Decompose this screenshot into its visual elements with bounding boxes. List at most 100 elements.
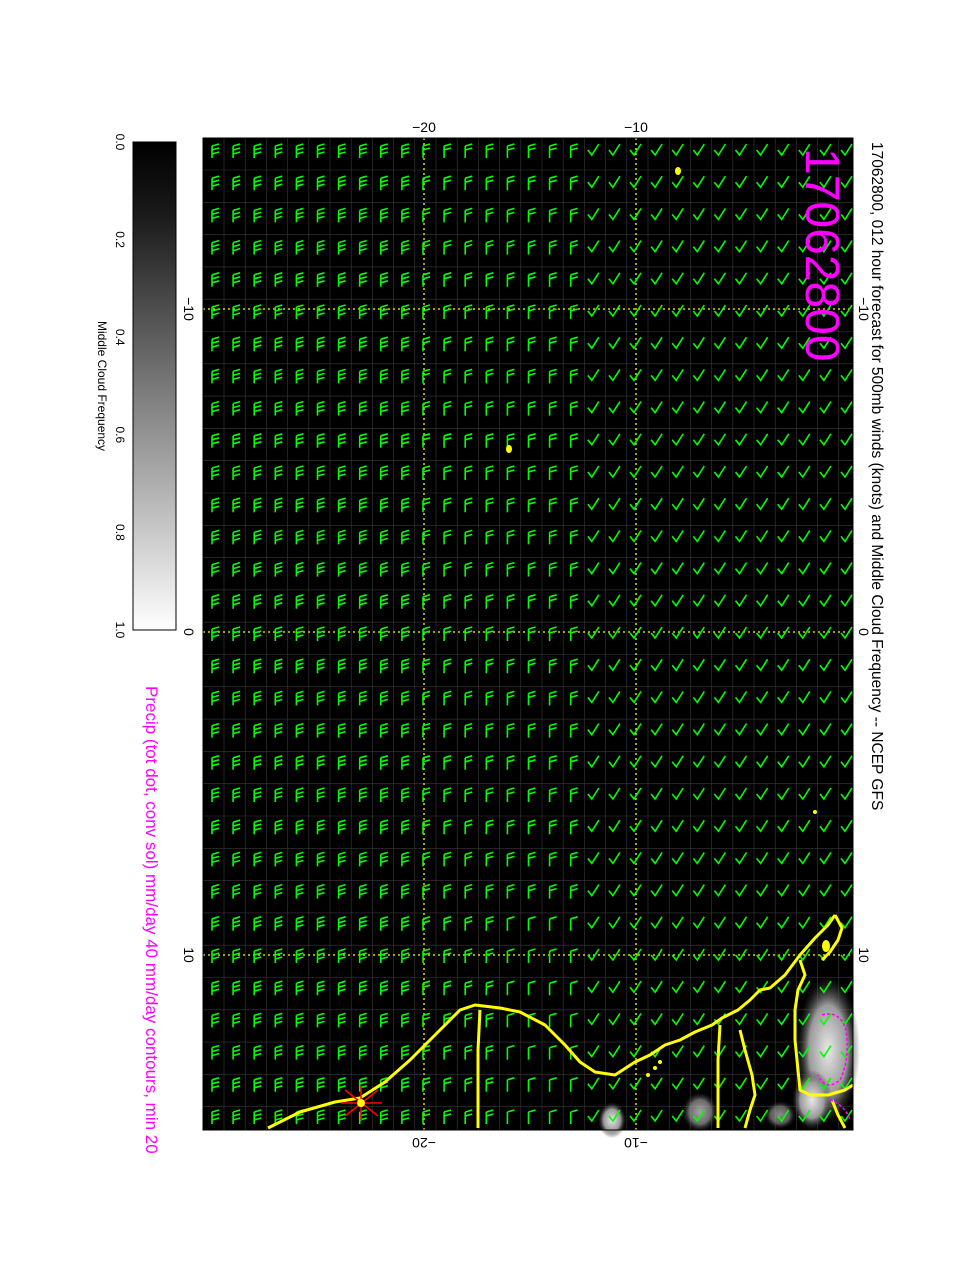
wind-barb	[358, 368, 367, 384]
wind-barb	[527, 980, 536, 996]
wind-barb	[527, 272, 536, 287]
wind-barb	[798, 143, 811, 157]
wind-barb	[608, 401, 621, 414]
wind-barb	[548, 819, 557, 835]
wind-barb	[211, 690, 220, 706]
wind-barb	[734, 497, 748, 511]
wind-barb	[671, 336, 684, 350]
wind-barb	[569, 239, 578, 255]
wind-barb	[316, 497, 325, 513]
wind-barb	[422, 819, 431, 835]
wind-barb	[506, 336, 515, 352]
wind-barbs	[211, 143, 853, 1124]
wind-barb	[548, 916, 557, 931]
wind-barb	[211, 239, 220, 255]
wind-barb	[443, 594, 452, 609]
wind-barb	[569, 400, 578, 416]
wind-barb	[777, 819, 790, 833]
wind-barb	[232, 1077, 241, 1092]
wind-barb	[798, 207, 811, 221]
wind-barb	[464, 916, 473, 931]
wind-barb	[755, 336, 769, 350]
wind-barb	[337, 594, 346, 609]
wind-barb	[232, 143, 241, 158]
wind-barb	[253, 207, 262, 223]
wind-barb	[671, 819, 684, 833]
wind-barb	[337, 529, 346, 545]
wind-barb	[401, 400, 410, 416]
wind-barb	[274, 497, 283, 513]
wind-barb	[798, 433, 811, 447]
wind-barb	[840, 787, 853, 801]
wind-barb	[232, 400, 241, 416]
wind-barb	[316, 272, 325, 287]
wind-barb	[443, 336, 452, 352]
wind-barb	[401, 497, 410, 513]
wind-barb	[253, 755, 262, 770]
wind-barb	[587, 368, 600, 382]
wind-barb	[274, 529, 283, 545]
wind-barb	[777, 916, 790, 930]
wind-barb	[316, 1077, 325, 1092]
wind-barb	[464, 626, 473, 641]
wind-barb	[650, 884, 663, 897]
wind-barb	[692, 851, 705, 865]
wind-barb	[485, 239, 494, 255]
wind-barb	[232, 690, 241, 706]
wind-barb	[650, 401, 663, 414]
wind-barb	[274, 1077, 283, 1092]
wind-barb	[316, 529, 325, 545]
wind-barb	[840, 916, 853, 930]
wind-barb	[485, 787, 494, 802]
wind-barb	[443, 143, 452, 158]
wind-barb	[819, 497, 832, 511]
wind-barb	[650, 336, 663, 350]
wind-barb	[629, 819, 642, 833]
wind-barb	[569, 336, 578, 352]
wind-barb	[380, 883, 389, 899]
wind-barb	[629, 851, 642, 865]
wind-barb	[650, 851, 663, 865]
wind-barb	[485, 1044, 494, 1060]
wind-barb	[337, 658, 346, 674]
wind-barb	[629, 626, 642, 640]
wind-barb	[274, 916, 283, 931]
wind-barb	[671, 1045, 684, 1058]
wind-barb	[734, 336, 748, 350]
wind-barb	[608, 1045, 621, 1058]
wind-barb	[713, 851, 727, 865]
wind-barb	[671, 1109, 684, 1123]
wind-barb	[629, 401, 642, 414]
wind-barb	[671, 980, 684, 994]
wind-barb	[443, 755, 452, 770]
wind-barb	[337, 980, 346, 996]
wind-barb	[840, 368, 853, 382]
wind-barb	[401, 626, 410, 641]
wind-barb	[232, 529, 241, 545]
wind-barb	[608, 207, 621, 221]
wind-barb	[608, 175, 621, 189]
wind-barb	[587, 240, 600, 253]
wind-barb	[755, 240, 769, 253]
wind-barb	[464, 1044, 473, 1060]
top-axis: −20 −10	[412, 119, 648, 135]
wind-barb	[274, 594, 283, 609]
wind-barb	[798, 497, 811, 511]
wind-barb	[211, 400, 220, 416]
wind-barb	[358, 175, 367, 191]
wind-barb	[316, 1012, 325, 1028]
wind-barb	[569, 722, 578, 738]
wind-barb	[587, 787, 600, 801]
wind-barb	[295, 561, 304, 577]
wind-barb	[692, 1077, 705, 1091]
wind-barb	[548, 400, 557, 416]
wind-barb	[777, 948, 790, 962]
wind-barb	[295, 400, 304, 416]
wind-barb	[380, 948, 389, 963]
wind-barb	[819, 1109, 832, 1123]
wind-barb	[587, 433, 600, 447]
wind-barb	[671, 1012, 684, 1026]
wind-barb	[527, 433, 536, 448]
wind-barb	[401, 1077, 410, 1092]
wind-barb	[337, 626, 346, 641]
